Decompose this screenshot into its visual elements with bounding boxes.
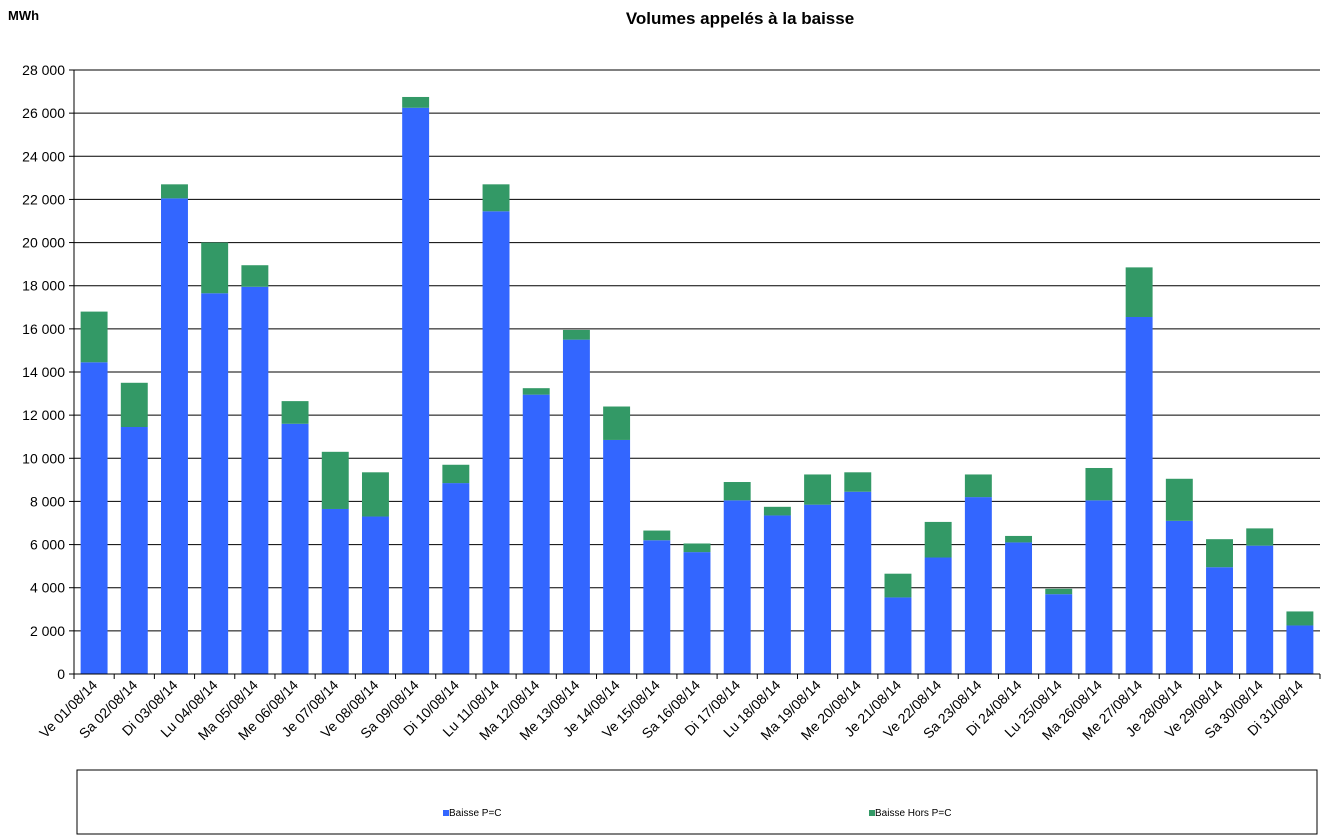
y-tick-label: 28 000 — [22, 62, 65, 78]
bar-baisse-pc — [1246, 545, 1274, 674]
bar-baisse-pc — [884, 597, 912, 674]
bar-baisse-hors-pc — [924, 521, 952, 558]
bar-baisse-pc — [1125, 316, 1153, 674]
legend-box — [76, 769, 1318, 835]
bar-baisse-hors-pc — [1286, 611, 1314, 626]
bar-baisse-hors-pc — [643, 530, 671, 541]
bar-baisse-hors-pc — [804, 474, 832, 505]
bar-baisse-pc — [442, 483, 470, 674]
y-tick-label: 22 000 — [22, 191, 65, 207]
bar-baisse-pc — [964, 497, 992, 674]
bar-baisse-hors-pc — [361, 472, 389, 517]
bar-baisse-hors-pc — [80, 311, 108, 363]
legend-label: Baisse P=C — [449, 808, 502, 819]
bar-baisse-hors-pc — [1045, 588, 1073, 595]
bar-baisse-pc — [1165, 520, 1193, 674]
bar-baisse-pc — [562, 339, 590, 674]
bar-baisse-hors-pc — [683, 543, 711, 553]
bar-baisse-hors-pc — [603, 406, 631, 440]
bars — [80, 96, 1314, 675]
bar-baisse-hors-pc — [1005, 535, 1033, 543]
bar-baisse-pc — [321, 508, 349, 674]
bar-baisse-hors-pc — [120, 382, 148, 428]
bar-baisse-hors-pc — [1206, 539, 1233, 568]
bar-baisse-hors-pc — [844, 472, 872, 492]
bar-baisse-pc — [763, 515, 791, 674]
bar-baisse-pc — [723, 500, 751, 674]
bar-baisse-hors-pc — [964, 474, 992, 498]
y-tick-label: 10 000 — [22, 450, 65, 466]
bar-baisse-pc — [924, 557, 952, 674]
legend-swatch — [869, 810, 875, 816]
y-unit-label: MWh — [8, 8, 39, 23]
y-tick-label: 4 000 — [30, 580, 65, 596]
y-tick-label: 0 — [57, 666, 65, 682]
bar-baisse-hors-pc — [321, 451, 349, 509]
bar-baisse-hors-pc — [1125, 267, 1153, 317]
legend-swatch — [443, 810, 449, 816]
bar-baisse-pc — [522, 394, 550, 674]
legend-label: Baisse Hors P=C — [875, 808, 951, 819]
bar-baisse-hors-pc — [1165, 478, 1193, 521]
y-tick-label: 6 000 — [30, 537, 65, 553]
bar-baisse-pc — [281, 423, 309, 674]
bar-baisse-pc — [402, 107, 430, 674]
bar-baisse-pc — [1085, 500, 1113, 674]
bar-baisse-hors-pc — [723, 482, 751, 501]
bar-baisse-hors-pc — [402, 96, 430, 108]
chart-title: Volumes appelés à la baisse — [626, 9, 854, 28]
bar-baisse-pc — [1045, 594, 1073, 674]
bar-baisse-pc — [683, 552, 711, 674]
bar-baisse-hors-pc — [1246, 528, 1274, 546]
bar-baisse-hors-pc — [522, 388, 550, 395]
bar-baisse-hors-pc — [442, 464, 470, 484]
bar-baisse-pc — [844, 491, 872, 674]
bar-baisse-hors-pc — [562, 329, 590, 340]
bar-baisse-hors-pc — [482, 184, 510, 212]
bar-baisse-hors-pc — [281, 401, 309, 424]
bar-baisse-pc — [161, 198, 188, 674]
bar-baisse-pc — [241, 286, 269, 674]
bar-baisse-pc — [1005, 542, 1033, 674]
y-tick-label: 12 000 — [22, 407, 65, 423]
bar-baisse-pc — [482, 211, 510, 675]
y-tick-label: 14 000 — [22, 364, 65, 380]
bar-baisse-pc — [120, 427, 148, 674]
y-tick-label: 16 000 — [22, 321, 65, 337]
bar-baisse-hors-pc — [763, 506, 791, 516]
bar-baisse-hors-pc — [884, 573, 912, 598]
bar-baisse-hors-pc — [1085, 467, 1113, 501]
bar-baisse-pc — [603, 439, 631, 674]
y-tick-label: 24 000 — [22, 148, 65, 164]
y-tick-label: 8 000 — [30, 493, 65, 509]
y-tick-label: 2 000 — [30, 623, 65, 639]
bar-baisse-pc — [80, 362, 108, 674]
bar-baisse-pc — [1206, 567, 1233, 674]
bar-baisse-pc — [201, 293, 229, 674]
y-tick-label: 26 000 — [22, 105, 65, 121]
bar-baisse-pc — [361, 516, 389, 674]
bar-baisse-pc — [643, 540, 671, 674]
legend: Baisse P=C Baisse Hors P=C — [443, 808, 951, 819]
bar-baisse-hors-pc — [161, 184, 188, 199]
bar-baisse-pc — [804, 504, 832, 674]
y-tick-label: 18 000 — [22, 278, 65, 294]
y-tick-label: 20 000 — [22, 235, 65, 251]
bar-baisse-pc — [1286, 625, 1314, 674]
bar-baisse-hors-pc — [201, 242, 229, 294]
bar-baisse-hors-pc — [241, 265, 269, 287]
y-axis-ticks: 0 2 000 4 000 6 000 8 000 10 000 12 000 14 000 1… — [22, 62, 74, 682]
